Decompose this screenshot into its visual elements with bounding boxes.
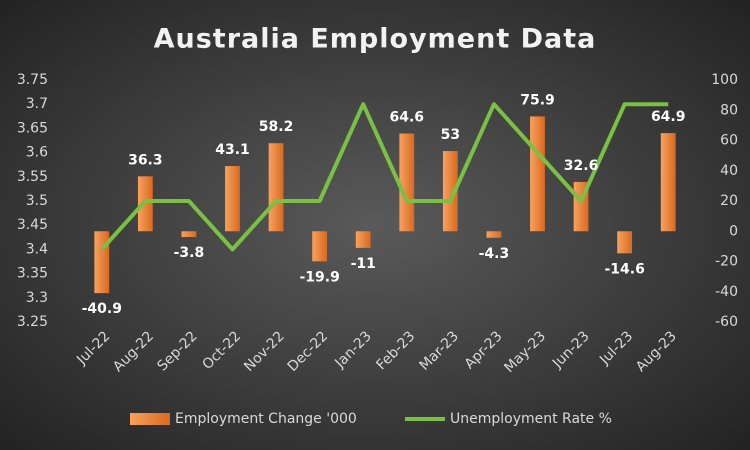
bar: [268, 143, 284, 232]
y2-tick-label: 40: [720, 163, 738, 179]
y2-tick-label: 60: [720, 133, 738, 149]
bar: [181, 231, 197, 237]
bar: [94, 231, 110, 294]
legend-label: Employment Change '000: [175, 411, 357, 427]
bar: [617, 231, 633, 254]
y-tick-label: 3.5: [26, 193, 48, 209]
data-label: 58.2: [259, 119, 294, 135]
y-tick-label: 3.75: [17, 72, 48, 88]
data-label: -14.6: [604, 261, 644, 277]
y-tick-label: 3.65: [17, 120, 48, 136]
y2-tick-label: -20: [715, 254, 738, 270]
bar: [355, 231, 371, 248]
y-tick-label: 3.6: [26, 145, 48, 161]
line: [100, 102, 669, 252]
y2-tick-label: 100: [711, 72, 738, 88]
data-label: -11: [351, 256, 376, 272]
y2-tick-label: 0: [729, 223, 738, 239]
bar: [660, 133, 676, 232]
data-label: 64.9: [651, 109, 686, 125]
bar: [530, 116, 545, 232]
data-label: 32.6: [564, 158, 599, 174]
legend-swatch: [130, 413, 170, 425]
data-label: 53: [441, 127, 460, 143]
data-label: -19.9: [299, 269, 339, 285]
y2-tick-label: -60: [715, 314, 738, 330]
data-label: -40.9: [82, 301, 122, 317]
legend-label: Unemployment Rate %: [450, 411, 612, 427]
y-tick-label: 3.7: [26, 96, 48, 112]
y-tick-label: 3.4: [26, 241, 48, 257]
y-tick-label: 3.35: [17, 266, 48, 282]
y-tick-label: 3.3: [26, 290, 48, 306]
y-tick-label: 3.45: [17, 217, 48, 233]
data-label: 36.3: [128, 152, 163, 168]
y2-tick-label: -40: [715, 284, 738, 300]
data-label: 75.9: [520, 92, 555, 108]
data-label: -4.3: [479, 246, 510, 262]
y2-tick-label: 20: [720, 193, 738, 209]
bar: [225, 166, 240, 232]
y-tick-label: 3.55: [17, 169, 48, 185]
y2-tick-label: 80: [720, 102, 738, 118]
bar: [399, 133, 415, 232]
chart-title: Australia Employment Data: [154, 24, 597, 55]
y-tick-label: 3.25: [17, 314, 48, 330]
data-label: -3.8: [174, 245, 205, 261]
legend-item: Unemployment Rate %: [405, 411, 612, 427]
bar: [312, 231, 328, 262]
data-label: 43.1: [215, 142, 250, 158]
bar: [486, 231, 502, 238]
legend-item: Employment Change '000: [130, 411, 357, 427]
data-label: 64.6: [390, 110, 425, 126]
bar: [442, 151, 458, 232]
